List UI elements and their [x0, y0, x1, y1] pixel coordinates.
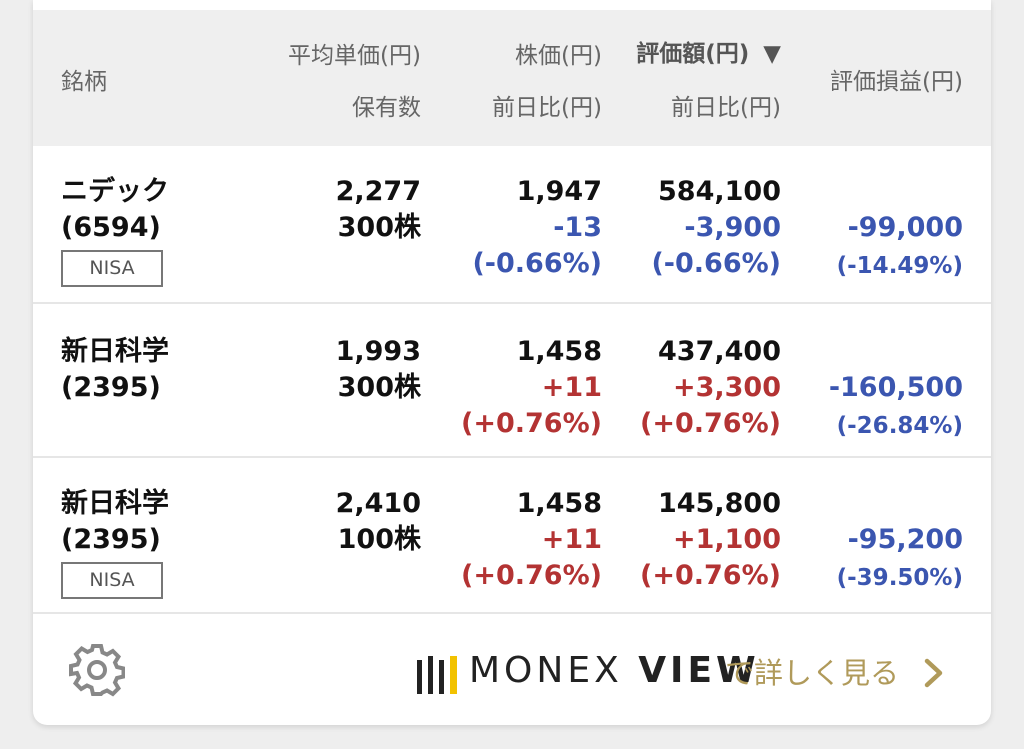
- header-value: 評価額(円): [636, 41, 750, 67]
- value-change-pct: (+0.76%): [640, 408, 781, 439]
- monex-view-logo: MONEX VIEW: [469, 650, 760, 691]
- value-change-pct: (-0.66%): [651, 248, 781, 279]
- price-change: +11: [541, 524, 602, 555]
- table-row[interactable]: 新日科学 (2395) 1,993 300株 1,458 +11 (+0.76%…: [33, 304, 991, 458]
- header-pnl: 評価損益(円): [830, 69, 963, 95]
- pnl-pct: (-39.50%): [836, 565, 963, 591]
- header-name: 銘柄: [61, 69, 107, 95]
- value: 584,100: [658, 176, 781, 207]
- price: 1,458: [516, 336, 602, 367]
- chevron-right-icon[interactable]: [923, 658, 945, 688]
- quantity: 300株: [337, 372, 421, 403]
- value-change: -3,900: [684, 212, 781, 243]
- logo-part-monex: MONEX: [469, 650, 623, 691]
- price: 1,947: [516, 176, 602, 207]
- price-change: +11: [541, 372, 602, 403]
- price-change-pct: (+0.76%): [461, 408, 602, 439]
- value-change: +3,300: [672, 372, 781, 403]
- header-avg-price: 平均単価(円): [288, 43, 421, 69]
- sort-desc-icon: ▼: [763, 41, 781, 67]
- header-quantity: 保有数: [352, 95, 421, 121]
- stock-name: ニデック: [61, 176, 169, 207]
- logo-part-view: VIEW: [638, 650, 760, 691]
- pnl-pct: (-14.49%): [836, 253, 963, 279]
- price-change: -13: [553, 212, 602, 243]
- more-details-link[interactable]: で詳しく見る: [725, 656, 900, 690]
- avg-price: 1,993: [335, 336, 421, 367]
- header-price: 株価(円): [515, 43, 602, 69]
- avg-price: 2,277: [335, 176, 421, 207]
- price: 1,458: [516, 488, 602, 519]
- value-change: +1,100: [672, 524, 781, 555]
- portfolio-card: 銘柄 平均単価(円) 保有数 株価(円) 前日比(円) 評価額(円) ▼ 前日比…: [33, 0, 991, 725]
- table-header: 銘柄 平均単価(円) 保有数 株価(円) 前日比(円) 評価額(円) ▼ 前日比…: [33, 10, 991, 146]
- header-price-change: 前日比(円): [492, 95, 602, 121]
- monex-logo-icon: [417, 656, 457, 694]
- stock-name: 新日科学: [61, 488, 169, 519]
- header-value-change: 前日比(円): [671, 95, 781, 121]
- price-change-pct: (+0.76%): [461, 560, 602, 591]
- stock-code: (6594): [61, 212, 161, 243]
- nisa-badge: NISA: [61, 250, 163, 287]
- pnl: -160,500: [828, 372, 963, 403]
- pnl: -95,200: [847, 524, 963, 555]
- avg-price: 2,410: [335, 488, 421, 519]
- stock-name-cell: 新日科学 (2395) NISA: [61, 486, 169, 599]
- pnl: -99,000: [847, 212, 963, 243]
- gear-icon[interactable]: [69, 642, 125, 698]
- value: 145,800: [658, 488, 781, 519]
- stock-code: (2395): [61, 372, 161, 403]
- price-change-pct: (-0.66%): [472, 248, 602, 279]
- header-value-sort[interactable]: 評価額(円) ▼: [636, 34, 781, 68]
- value-change-pct: (+0.76%): [640, 560, 781, 591]
- table-row[interactable]: ニデック (6594) NISA 2,277 300株 1,947 -13 (-…: [33, 146, 991, 304]
- table-row[interactable]: 新日科学 (2395) NISA 2,410 100株 1,458 +11 (+…: [33, 458, 991, 614]
- nisa-badge: NISA: [61, 562, 163, 599]
- value: 437,400: [658, 336, 781, 367]
- stock-name-cell: 新日科学 (2395): [61, 334, 169, 406]
- quantity: 100株: [337, 524, 421, 555]
- stock-code: (2395): [61, 524, 161, 555]
- quantity: 300株: [337, 212, 421, 243]
- stock-name: 新日科学: [61, 336, 169, 367]
- pnl-pct: (-26.84%): [836, 413, 963, 439]
- top-strip: [33, 0, 991, 10]
- stock-name-cell: ニデック (6594) NISA: [61, 174, 169, 287]
- card-footer: MONEX VIEW で詳しく見る: [33, 614, 991, 725]
